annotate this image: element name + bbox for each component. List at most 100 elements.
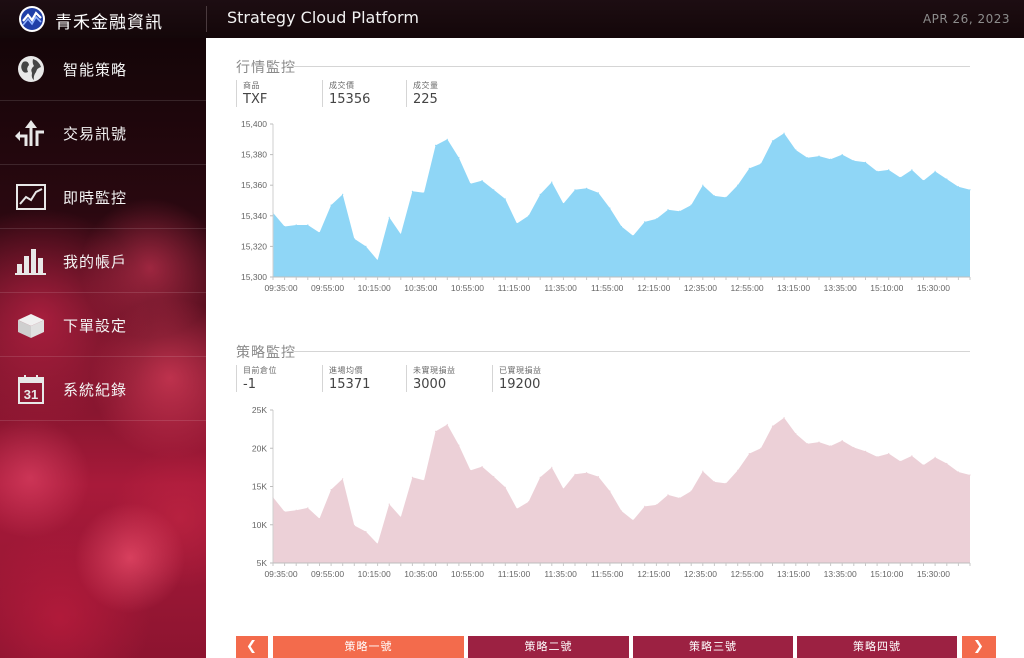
data-point <box>969 474 971 476</box>
data-point <box>899 460 901 462</box>
x-tick-label: 10:15:00 <box>358 283 391 293</box>
data-point <box>760 447 762 449</box>
metric-label: 進場均價 <box>329 366 363 375</box>
data-point <box>830 445 832 447</box>
data-point <box>551 466 553 468</box>
data-point <box>713 195 715 197</box>
data-point <box>400 233 402 235</box>
tab-strategy-2[interactable]: 策略二號 <box>468 636 629 658</box>
data-point <box>609 490 611 492</box>
data-point <box>528 215 530 217</box>
prev-strategy-button[interactable]: ❮ <box>236 636 268 658</box>
data-point <box>922 464 925 466</box>
metric-realized-pnl: 已實現損益 19200 <box>492 365 542 392</box>
metric-value: 225 <box>413 92 438 107</box>
metric-last-price: 成交價 15356 <box>322 80 370 107</box>
data-point <box>864 161 867 163</box>
data-point <box>388 216 390 218</box>
data-point <box>783 417 785 419</box>
data-point <box>469 183 472 185</box>
y-tick-label: 5K <box>257 558 268 568</box>
data-point <box>725 482 727 484</box>
data-point <box>690 204 692 206</box>
x-tick-label: 10:35:00 <box>404 569 437 579</box>
data-point <box>655 218 657 220</box>
x-tick-label: 11:35:00 <box>544 569 577 579</box>
data-point <box>353 238 355 240</box>
metric-label: 成交量 <box>413 81 439 90</box>
data-point <box>435 144 437 146</box>
sidebar-item-my-account[interactable]: 我的帳戶 <box>0 230 206 293</box>
price-chart: 15,400 15,380 15,360 15,340 15,320 15,30009:3… <box>241 119 971 293</box>
data-point <box>690 490 692 492</box>
data-point <box>957 471 960 473</box>
line-chart-icon <box>16 184 46 210</box>
data-point <box>284 225 286 228</box>
metric-value: -1 <box>243 377 256 392</box>
app-title: Strategy Cloud Platform <box>227 8 419 27</box>
data-point <box>562 488 564 490</box>
x-tick-label: 10:55:00 <box>451 283 484 293</box>
y-tick-label: 15,380 <box>241 150 267 160</box>
data-point <box>609 207 611 209</box>
tab-strategy-1[interactable]: 策略一號 <box>273 636 464 658</box>
x-tick-label: 15:30:00 <box>917 283 950 293</box>
data-point <box>737 184 739 186</box>
data-point <box>318 232 321 234</box>
data-point <box>655 504 657 506</box>
sidebar-item-label: 智能策略 <box>63 61 128 79</box>
data-point <box>562 203 564 205</box>
x-tick-label: 15:10:00 <box>870 283 903 293</box>
data-point <box>679 497 681 499</box>
x-tick-label: 12:15:00 <box>637 283 670 293</box>
sidebar-item-system-log[interactable]: 31 系統紀錄 <box>0 358 206 421</box>
data-point <box>516 508 518 510</box>
tab-strategy-4[interactable]: 策略四號 <box>797 636 957 658</box>
brand-name: 青禾金融資訊 <box>55 13 163 33</box>
sidebar-item-realtime-monitor[interactable]: 即時監控 <box>0 166 206 229</box>
y-tick-label: 15,400 <box>241 119 267 129</box>
data-point <box>504 198 506 200</box>
x-tick-label: 11:15:00 <box>498 569 531 579</box>
data-point <box>841 440 843 442</box>
data-point <box>632 235 634 237</box>
sidebar-item-label: 即時監控 <box>63 189 128 207</box>
data-point <box>934 170 936 172</box>
sidebar-item-trade-signal[interactable]: 交易訊號 <box>0 102 206 165</box>
next-strategy-button[interactable]: ❯ <box>962 636 996 658</box>
data-point <box>748 167 750 169</box>
data-point <box>667 209 669 211</box>
sidebar-item-smart-strategy[interactable]: 智能策略 <box>0 38 206 101</box>
data-point <box>702 470 704 472</box>
sidebar-item-order-settings[interactable]: 下單設定 <box>0 294 206 357</box>
x-tick-label: 12:55:00 <box>730 569 763 579</box>
data-point <box>969 189 971 191</box>
data-point <box>423 192 425 194</box>
x-tick-label: 13:15:00 <box>777 569 810 579</box>
sidebar-item-label: 我的帳戶 <box>63 253 128 271</box>
data-point <box>284 511 286 513</box>
data-point <box>760 163 762 165</box>
metric-volume: 成交量 225 <box>406 80 439 107</box>
data-point <box>516 222 518 225</box>
data-point <box>365 531 367 533</box>
metric-label: 已實現損益 <box>499 366 542 375</box>
x-tick-label: 11:15:00 <box>498 283 531 293</box>
main-content: 行情監控 商品 TXF 成交價 15356 成交量 225 15,400 15,3… <box>206 38 1024 658</box>
data-point <box>377 543 379 545</box>
data-point <box>539 193 541 195</box>
data-point <box>667 494 669 496</box>
tab-strategy-3[interactable]: 策略三號 <box>633 636 793 658</box>
data-point <box>504 486 506 488</box>
data-point <box>411 190 413 192</box>
metric-entry-price: 進場均價 15371 <box>322 365 370 392</box>
metric-position: 目前倉位 -1 <box>236 365 277 392</box>
metric-unrealized-pnl: 未實現損益 3000 <box>406 365 456 392</box>
y-tick-label: 20K <box>252 443 267 453</box>
metric-value: 3000 <box>413 377 447 392</box>
series-area <box>273 417 970 563</box>
y-tick-label: 25K <box>252 405 267 415</box>
market-monitor-title: 行情監控 <box>236 60 296 76</box>
